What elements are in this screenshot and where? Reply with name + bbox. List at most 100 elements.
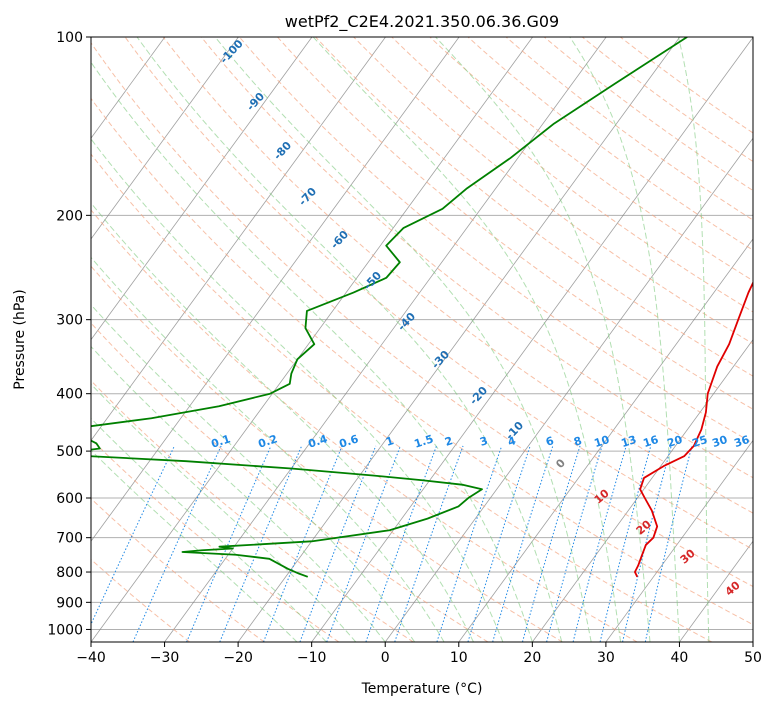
mixing-ratio-label: 8 <box>572 434 583 449</box>
mixing-ratio-label: 1 <box>384 434 395 449</box>
moist-adiabat-line <box>435 37 651 642</box>
mixing-ratio-line <box>492 445 554 642</box>
plot-content: -100-90-80-70-60-50-40-30-20-10010203040… <box>91 37 753 642</box>
x-tick-label: −10 <box>297 650 327 666</box>
mixing-ratio-line <box>186 445 272 642</box>
mixing-ratio-label: 4 <box>506 434 518 449</box>
mixing-ratio-label: 30 <box>711 433 730 450</box>
isotherm-line <box>91 37 386 442</box>
dry-adiabat-line <box>91 438 340 642</box>
dry-adiabat-line <box>91 97 753 626</box>
mixing-ratio-label: 16 <box>642 433 661 450</box>
chart-title: wetPf2_C2E4.2021.350.06.36.G09 <box>285 12 559 32</box>
y-tick-label: 800 <box>56 565 83 581</box>
x-tick-label: −20 <box>223 650 253 666</box>
x-tick-label: 20 <box>523 650 541 666</box>
dry-adiabat-line <box>91 558 190 642</box>
y-tick-label: 500 <box>56 444 83 460</box>
dry-adiabat-line <box>91 209 638 642</box>
plot-area <box>91 37 753 642</box>
mixing-ratio-line <box>467 445 531 642</box>
mixing-ratio-label: 0.4 <box>307 432 330 450</box>
mixing-ratio-lines <box>91 445 693 642</box>
isotherm-line <box>91 37 239 240</box>
y-tick-label: 100 <box>56 30 83 46</box>
sounding-profiles <box>91 37 753 578</box>
mixing-ratio-label: 13 <box>620 433 639 450</box>
mixing-ratio-line <box>299 445 377 642</box>
mixing-ratio-label: 25 <box>691 433 710 450</box>
x-tick-label: 40 <box>671 650 689 666</box>
mixing-ratio-line <box>546 445 603 642</box>
mixing-ratio-label: 6 <box>544 434 556 449</box>
y-tick-label: 900 <box>56 595 83 611</box>
dry-adiabat-line <box>200 37 753 479</box>
dry-adiabat-line <box>91 153 713 642</box>
mixing-ratio-line <box>326 445 401 642</box>
isotherm-line <box>458 238 753 642</box>
moist-adiabat-line <box>91 383 357 642</box>
mixing-ratio-line <box>91 445 175 626</box>
mixing-ratio-line <box>436 445 503 642</box>
mixing-ratio-line <box>263 445 343 642</box>
moist-adiabat-line <box>91 449 298 642</box>
mixing-ratio-label: 0.1 <box>210 432 233 450</box>
mixing-ratio-line <box>644 445 693 642</box>
dewpoint-profile <box>91 37 688 578</box>
y-tick-label: 600 <box>56 491 83 507</box>
mixing-ratio-label: 10 <box>593 433 612 450</box>
isotherm-line <box>532 339 753 642</box>
mixing-ratio-line <box>599 445 652 642</box>
moist-adiabat-line <box>569 37 680 642</box>
moist-adiabat-line <box>91 138 504 642</box>
mixing-ratio-line <box>622 445 672 642</box>
x-tick-label: 30 <box>597 650 615 666</box>
moist-adiabat-line <box>677 37 710 642</box>
moist-adiabat-line <box>91 61 533 642</box>
moist-adiabat-line <box>136 37 563 642</box>
mixing-ratio-label: 1.5 <box>413 432 436 450</box>
moist-adiabats <box>91 37 710 642</box>
y-tick-label: 1000 <box>47 622 83 638</box>
moist-adiabat-line <box>91 202 474 642</box>
dry-adiabat-line <box>124 37 753 550</box>
dry-adiabat-line <box>277 37 753 410</box>
dry-adiabat-line <box>91 265 563 642</box>
mixing-ratio-line <box>132 445 222 642</box>
plot-frame <box>90 36 754 643</box>
dry-adiabat-line <box>315 37 753 377</box>
x-axis-label: Temperature (°C) <box>361 681 483 697</box>
mixing-ratio-label: 20 <box>666 433 685 450</box>
x-tick-label: 10 <box>450 650 468 666</box>
x-tick-label: 0 <box>381 650 390 666</box>
y-tick-label: 200 <box>56 208 83 224</box>
mixing-ratio-label: 0.6 <box>338 432 361 450</box>
x-tick-label: −40 <box>76 650 106 666</box>
isotherm-line <box>605 439 753 642</box>
mixing-ratio-label: 0.2 <box>257 432 280 450</box>
y-tick-label: 400 <box>56 387 83 403</box>
dry-adiabat-line <box>91 41 753 588</box>
isotherm-line <box>384 137 753 642</box>
moist-adiabat-line <box>91 304 416 642</box>
mixing-ratio-line <box>521 445 581 642</box>
mixing-ratio-label: 3 <box>478 434 489 449</box>
y-tick-label: 300 <box>56 313 83 329</box>
isotherm-line <box>164 37 607 642</box>
mixing-ratio-label: 2 <box>443 434 454 449</box>
moist-adiabat-line <box>312 37 622 642</box>
x-tick-label: −30 <box>150 650 180 666</box>
pressure-gridlines <box>91 37 753 630</box>
x-tick-label: 50 <box>744 650 762 666</box>
x-axis-ticks: −40 −30 −20 −10 0 10 20 30 40 50 <box>76 642 762 666</box>
moist-adiabat-line <box>91 345 386 642</box>
moist-adiabat-line <box>91 256 445 642</box>
mixing-ratio-line <box>572 445 627 642</box>
mixing-ratio-label: 36 <box>733 433 752 450</box>
dry-adiabat-line <box>162 37 753 514</box>
dry-adiabats <box>91 37 753 642</box>
isotherm-line <box>311 37 753 642</box>
mixing-ratio-line <box>219 445 303 642</box>
mixing-ratio-line <box>394 445 464 642</box>
mixing-ratio-line <box>365 445 438 642</box>
